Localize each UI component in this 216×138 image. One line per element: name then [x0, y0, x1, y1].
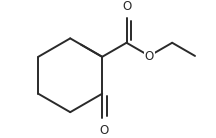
- Text: O: O: [99, 124, 109, 137]
- Text: O: O: [145, 50, 154, 63]
- Text: O: O: [122, 0, 131, 13]
